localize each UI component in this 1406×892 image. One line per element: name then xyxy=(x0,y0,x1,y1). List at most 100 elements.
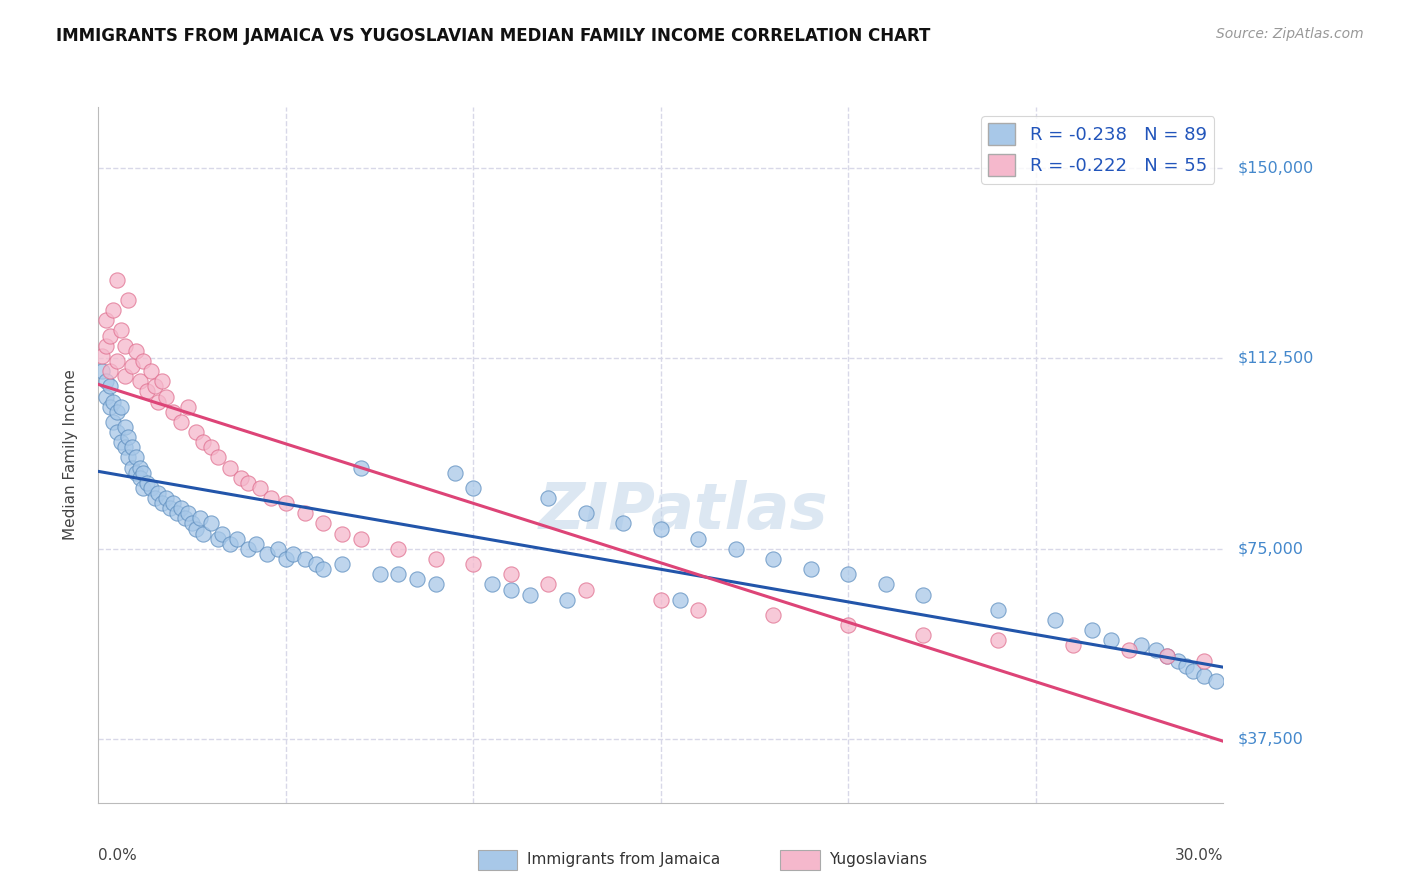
Point xyxy=(425,552,447,566)
Point xyxy=(537,577,560,591)
Point xyxy=(238,475,260,490)
Point xyxy=(481,577,503,591)
Point xyxy=(218,460,240,475)
Point xyxy=(105,405,128,419)
Point xyxy=(650,592,672,607)
Point xyxy=(136,475,159,490)
Point xyxy=(132,466,155,480)
Text: $112,500: $112,500 xyxy=(1237,351,1313,366)
Point xyxy=(443,466,465,480)
Text: $37,500: $37,500 xyxy=(1237,731,1303,747)
Point xyxy=(132,354,155,368)
Point xyxy=(1174,658,1197,673)
Point xyxy=(128,460,150,475)
Point xyxy=(368,567,391,582)
Point xyxy=(148,394,170,409)
Point xyxy=(143,491,166,505)
Point xyxy=(912,588,935,602)
Point xyxy=(91,349,114,363)
Point xyxy=(537,491,560,505)
Point xyxy=(211,526,233,541)
Point xyxy=(688,532,710,546)
Text: Immigrants from Jamaica: Immigrants from Jamaica xyxy=(527,853,720,867)
Point xyxy=(350,460,373,475)
Point xyxy=(98,379,121,393)
Point xyxy=(162,496,184,510)
Point xyxy=(128,471,150,485)
Point xyxy=(110,324,132,338)
Point xyxy=(1205,673,1227,688)
Point xyxy=(188,511,211,525)
Point xyxy=(425,577,447,591)
Point xyxy=(575,582,598,597)
Point xyxy=(155,390,177,404)
Point xyxy=(1043,613,1066,627)
Point xyxy=(294,552,316,566)
Point xyxy=(267,541,290,556)
Point xyxy=(117,430,139,444)
Point xyxy=(125,450,148,465)
Text: IMMIGRANTS FROM JAMAICA VS YUGOSLAVIAN MEDIAN FAMILY INCOME CORRELATION CHART: IMMIGRANTS FROM JAMAICA VS YUGOSLAVIAN M… xyxy=(56,27,931,45)
Point xyxy=(207,450,229,465)
Point xyxy=(105,273,128,287)
Point xyxy=(207,532,229,546)
Point xyxy=(103,415,125,429)
Point xyxy=(274,496,297,510)
Point xyxy=(256,547,278,561)
Point xyxy=(200,516,222,531)
Point xyxy=(249,481,271,495)
Point xyxy=(688,603,710,617)
Text: Source: ZipAtlas.com: Source: ZipAtlas.com xyxy=(1216,27,1364,41)
Point xyxy=(114,440,136,454)
Point xyxy=(114,420,136,434)
Point xyxy=(875,577,897,591)
Point xyxy=(139,364,162,378)
Point xyxy=(184,425,207,439)
Point xyxy=(837,618,859,632)
Point xyxy=(1194,669,1216,683)
Point xyxy=(260,491,283,505)
Point xyxy=(117,450,139,465)
Text: 0.0%: 0.0% xyxy=(98,848,138,863)
Text: $75,000: $75,000 xyxy=(1237,541,1303,557)
Point xyxy=(110,400,132,414)
Point xyxy=(184,522,207,536)
Point xyxy=(519,588,541,602)
Point xyxy=(406,572,429,586)
Point xyxy=(912,628,935,642)
Point xyxy=(1156,648,1178,663)
Text: 30.0%: 30.0% xyxy=(1175,848,1223,863)
Point xyxy=(94,313,117,327)
Point xyxy=(762,607,785,622)
Point xyxy=(330,557,353,571)
Point xyxy=(350,532,373,546)
Point xyxy=(117,293,139,307)
Point xyxy=(103,303,125,318)
Point xyxy=(121,359,143,373)
Point xyxy=(170,415,193,429)
Point xyxy=(800,562,823,576)
Point xyxy=(987,633,1010,648)
Point xyxy=(330,526,353,541)
Point xyxy=(463,557,485,571)
Point xyxy=(125,466,148,480)
Point xyxy=(294,506,316,520)
Text: $150,000: $150,000 xyxy=(1237,161,1313,176)
Point xyxy=(132,481,155,495)
Point xyxy=(229,471,252,485)
Point xyxy=(170,501,193,516)
Point xyxy=(1182,664,1205,678)
Point xyxy=(177,506,200,520)
Point xyxy=(387,541,409,556)
Point xyxy=(103,394,125,409)
Point xyxy=(1081,623,1104,637)
Point xyxy=(226,532,249,546)
Point xyxy=(200,440,222,454)
Point xyxy=(105,354,128,368)
Point xyxy=(837,567,859,582)
Point xyxy=(668,592,690,607)
Point xyxy=(575,506,598,520)
Point xyxy=(987,603,1010,617)
Point xyxy=(650,522,672,536)
Point xyxy=(181,516,204,531)
